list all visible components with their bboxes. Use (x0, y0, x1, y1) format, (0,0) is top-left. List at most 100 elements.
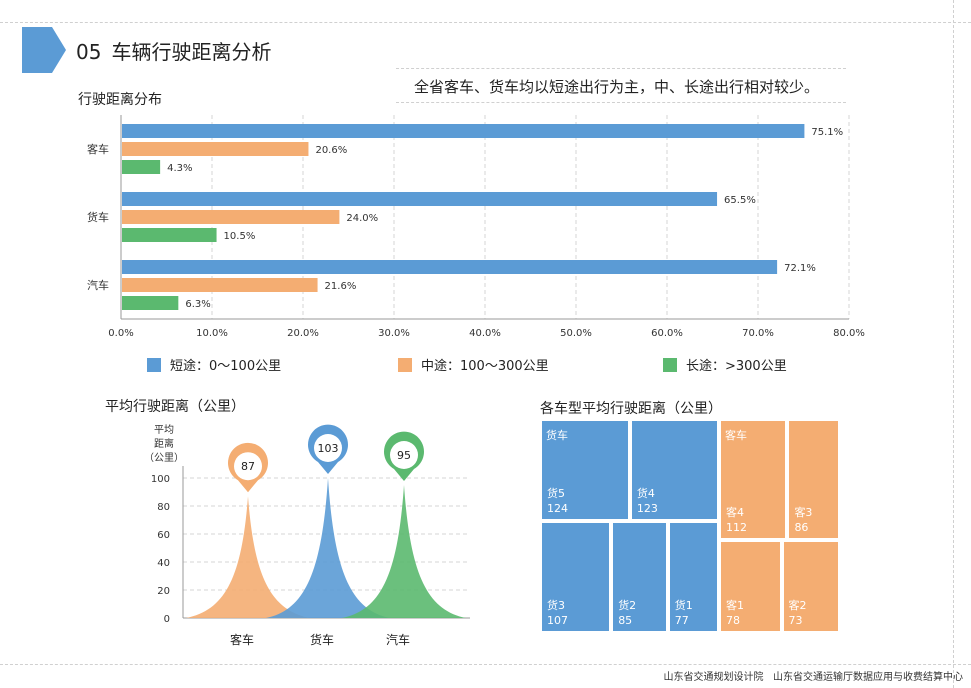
x-tick-label: 70.0% (742, 328, 774, 339)
legend-medium-swatch (398, 357, 412, 372)
treemap-tile-value: 107 (547, 614, 568, 627)
treemap-tile-value: 77 (674, 614, 689, 627)
x-tick-label: 40.0% (469, 328, 501, 339)
bar (122, 160, 161, 174)
x-tick-label: 0.0% (108, 328, 133, 339)
category-label: 客车 (230, 632, 254, 647)
legend-short: 短途：0～100公里 (147, 355, 281, 374)
treemap-tile-value: 112 (726, 521, 747, 534)
y-tick-label: 40 (157, 558, 170, 569)
x-tick-label: 50.0% (560, 328, 592, 339)
value-pin-center (234, 452, 262, 481)
x-tick-label: 30.0% (378, 328, 410, 339)
treemap-tile: 客1 78 (719, 540, 782, 633)
legend-long-swatch (663, 357, 677, 372)
vehicle-type-treemap: 货5 124 货4 123 货3 107 货2 85 货1 77 客4 112 客3 86 客1 78 客2 73… (540, 419, 840, 633)
data-label: 75.1% (811, 127, 843, 138)
legend-short-swatch (147, 357, 161, 372)
footer-org-data-center: 山东省交通运输厅数据应用与收费结算中心 (773, 672, 963, 683)
y-axis-title: 平均 (154, 424, 174, 436)
data-label: 6.3% (185, 299, 210, 310)
treemap-tile-value: 123 (636, 502, 658, 515)
summary-bottom-line (396, 102, 846, 103)
y-tick-label: 20 (157, 586, 170, 597)
treemap-tile-name: 货3 (547, 599, 565, 612)
data-label: 24.0% (346, 213, 378, 224)
legend-short-label: 短途：0～100公里 (170, 359, 282, 374)
bar (122, 124, 805, 138)
bar (122, 210, 340, 224)
treemap-tile-name: 客1 (726, 599, 744, 612)
bar (122, 278, 318, 292)
treemap-tile-value: 86 (794, 521, 809, 534)
frame-bottom-line (0, 664, 971, 665)
treemap-tile-value: 78 (726, 614, 740, 627)
treemap-tile-name: 货2 (618, 599, 637, 612)
distance-distribution-chart: 0.0% 10.0% 20.0% 30.0% 40.0% 50.0% 60.0% 70.0% 8… (87, 115, 865, 339)
y-tick-label: 60 (157, 530, 170, 541)
treemap-tile-value: 73 (788, 614, 803, 627)
legend-long: 长途：>300公里 (663, 355, 787, 374)
peak-shape (186, 496, 310, 618)
value-label: 95 (397, 449, 411, 462)
frame-top-line (0, 22, 971, 23)
treemap-tile: 货1 77 (667, 521, 719, 633)
section-title: 车辆行驶距离分析 (111, 40, 272, 64)
frame-right-line (953, 0, 954, 688)
category-label: 汽车 (386, 632, 410, 647)
treemap-group-label: 货车 (546, 429, 568, 442)
data-label: 72.1% (784, 263, 816, 274)
peak-shape (266, 478, 390, 618)
value-label: 103 (318, 442, 339, 455)
y-axis-title: （公里） (144, 452, 184, 464)
summary-top-line (396, 68, 846, 69)
treemap-tile-name: 客2 (788, 599, 807, 612)
bar (122, 296, 179, 310)
legend-medium: 中途：100～300公里 (398, 355, 549, 374)
treemap-tile-name: 货4 (636, 487, 655, 500)
data-label: 65.5% (724, 195, 756, 206)
treemap-tile-name: 客3 (794, 506, 813, 519)
treemap-tile-name: 货1 (674, 599, 693, 612)
bar-chart-title: 行驶距离分布 (78, 92, 162, 108)
peak-shape (342, 485, 466, 618)
x-tick-label: 10.0% (196, 328, 228, 339)
bar (122, 142, 309, 156)
category-label: 货车 (310, 632, 334, 647)
treemap-tile: 货2 85 (611, 521, 668, 633)
legend-long-label: 长途：>300公里 (686, 359, 787, 374)
treemap-tile-value: 85 (618, 614, 633, 627)
footer-org-planning: 山东省交通规划设计院 (663, 672, 764, 683)
treemap-tile-name: 货5 (547, 487, 565, 500)
data-label: 21.6% (325, 281, 357, 292)
bar (122, 260, 778, 274)
data-label: 4.3% (167, 163, 192, 174)
data-label: 20.6% (315, 145, 347, 156)
footer: 山东省交通规划设计院 山东省交通运输厅数据应用与收费结算中心 (663, 668, 963, 683)
x-tick-label: 60.0% (651, 328, 683, 339)
treemap-title: 各车型平均行驶距离（公里） (540, 401, 722, 417)
bar (122, 228, 217, 242)
value-label: 87 (241, 460, 255, 473)
data-label: 10.5% (224, 231, 256, 242)
y-tick-label: 100 (151, 474, 170, 485)
value-pin-center (390, 441, 418, 469)
pin-chart-title: 平均行驶距离（公里） (105, 399, 245, 415)
summary-text: 全省客车、货车均以短途出行为主，中、长途出行相对较少。 (414, 78, 820, 96)
page-title: 05 车辆行驶距离分析 (76, 36, 271, 65)
category-label: 客车 (87, 142, 109, 156)
bar (122, 192, 718, 206)
x-tick-label: 80.0% (833, 328, 865, 339)
treemap-group-label: 客车 (725, 429, 747, 442)
treemap-tile: 客4 112 (719, 419, 788, 540)
category-label: 汽车 (87, 278, 109, 292)
treemap-tile: 货3 107 (540, 521, 612, 633)
x-tick-label: 20.0% (287, 328, 319, 339)
treemap-tile: 客2 73 (781, 540, 840, 633)
category-label: 货车 (87, 210, 109, 224)
treemap-tile-value: 124 (547, 502, 568, 515)
section-number: 05 (76, 40, 102, 64)
y-tick-label: 0 (164, 614, 170, 625)
treemap-tile-name: 客4 (726, 506, 744, 519)
